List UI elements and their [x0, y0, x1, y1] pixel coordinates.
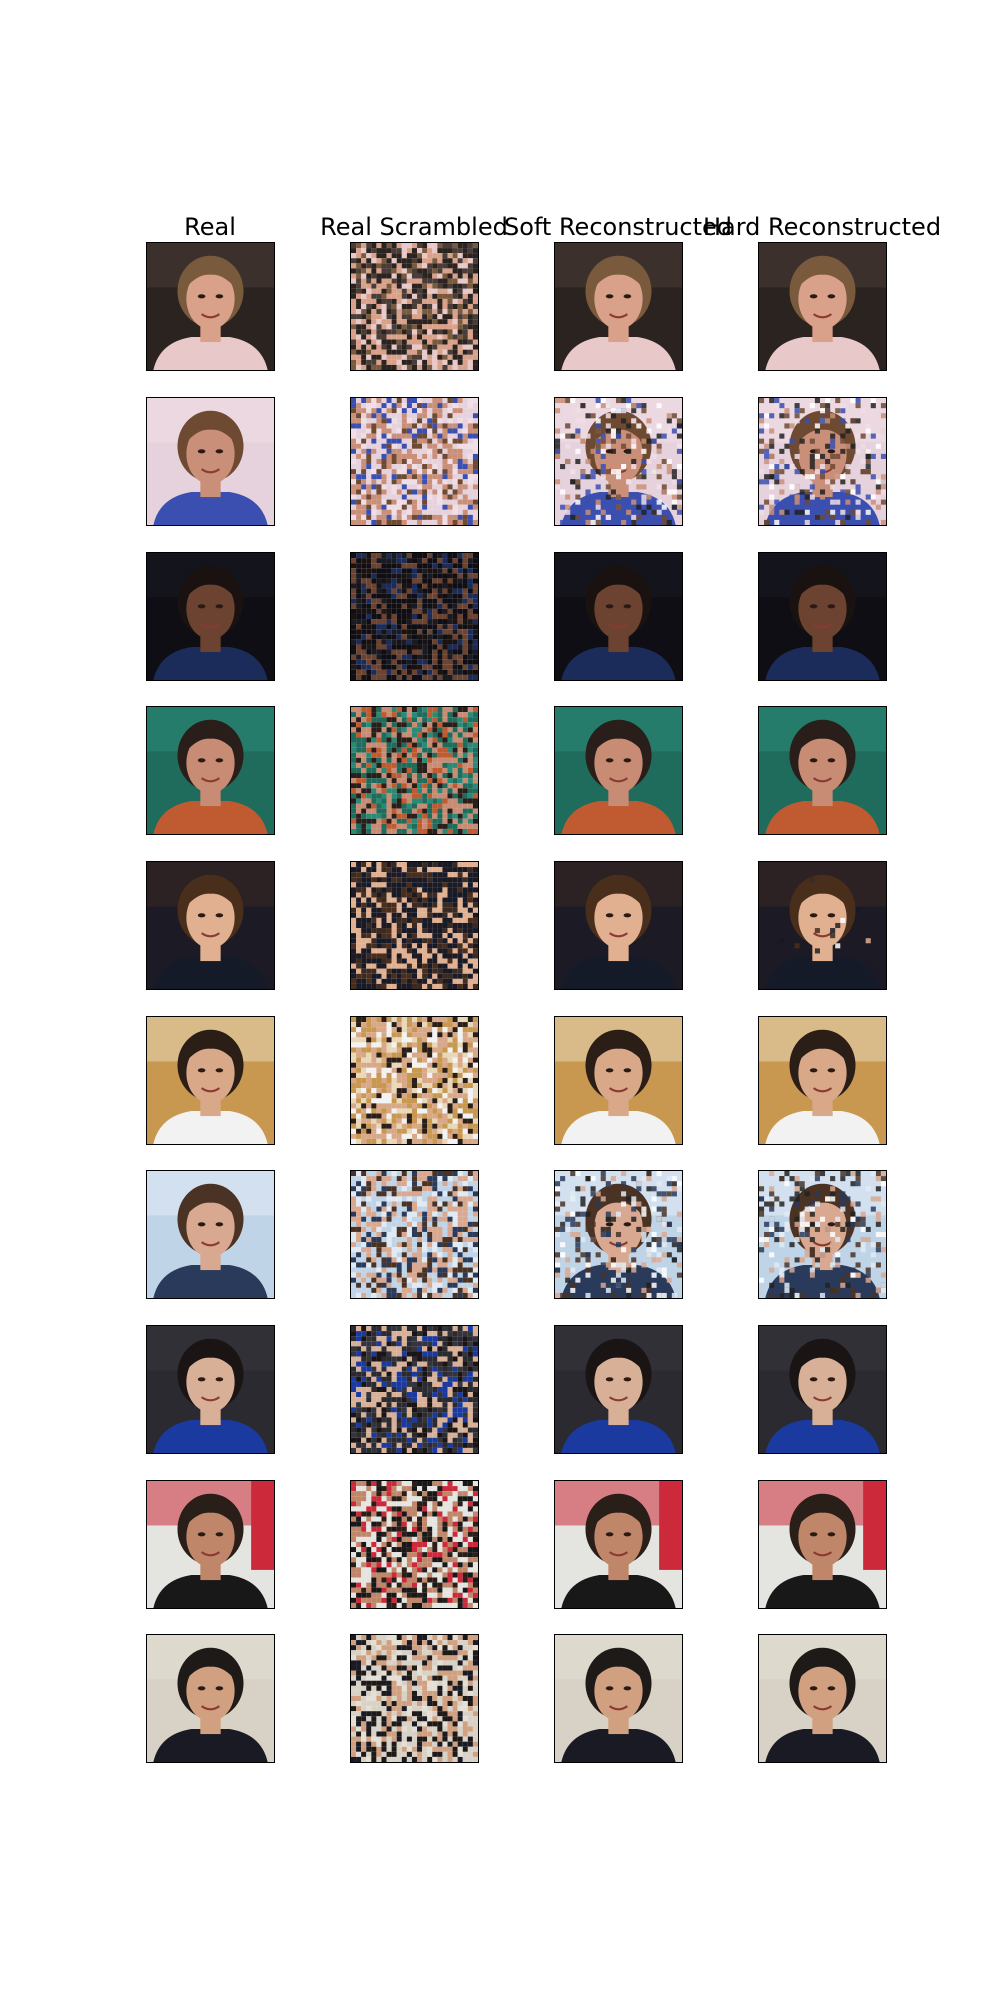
image-soft-row-9: [554, 1480, 683, 1609]
image-hard-row-4: [758, 706, 887, 835]
image-soft-row-6: [554, 1016, 683, 1145]
image-scrambled-row-5: [350, 861, 479, 990]
image-real-row-7: [146, 1170, 275, 1299]
image-real-row-8: [146, 1325, 275, 1454]
image-soft-row-7: [554, 1170, 683, 1299]
image-scrambled-row-7: [350, 1170, 479, 1299]
image-soft-row-4: [554, 706, 683, 835]
image-real-row-3: [146, 552, 275, 681]
image-real-row-5: [146, 861, 275, 990]
image-real-row-10: [146, 1634, 275, 1763]
image-soft-row-1: [554, 242, 683, 371]
image-hard-row-9: [758, 1480, 887, 1609]
image-hard-row-1: [758, 242, 887, 371]
col-title-hard-reconstructed: Hard Reconstructed: [702, 213, 942, 241]
image-real-row-9: [146, 1480, 275, 1609]
image-soft-row-2: [554, 397, 683, 526]
image-hard-row-3: [758, 552, 887, 681]
image-hard-row-8: [758, 1325, 887, 1454]
image-real-row-6: [146, 1016, 275, 1145]
image-scrambled-row-1: [350, 242, 479, 371]
image-scrambled-row-8: [350, 1325, 479, 1454]
col-title-soft-reconstructed: Soft Reconstructed: [503, 213, 733, 241]
col-title-real: Real: [184, 213, 236, 241]
image-soft-row-3: [554, 552, 683, 681]
image-scrambled-row-6: [350, 1016, 479, 1145]
image-soft-row-5: [554, 861, 683, 990]
image-hard-row-6: [758, 1016, 887, 1145]
image-scrambled-row-3: [350, 552, 479, 681]
image-hard-row-7: [758, 1170, 887, 1299]
image-hard-row-2: [758, 397, 887, 526]
image-real-row-2: [146, 397, 275, 526]
image-real-row-1: [146, 242, 275, 371]
image-hard-row-5: [758, 861, 887, 990]
image-scrambled-row-10: [350, 1634, 479, 1763]
image-hard-row-10: [758, 1634, 887, 1763]
col-title-real-scrambled: Real Scrambled: [320, 213, 508, 241]
image-scrambled-row-2: [350, 397, 479, 526]
image-real-row-4: [146, 706, 275, 835]
image-soft-row-8: [554, 1325, 683, 1454]
image-soft-row-10: [554, 1634, 683, 1763]
image-scrambled-row-4: [350, 706, 479, 835]
image-scrambled-row-9: [350, 1480, 479, 1609]
